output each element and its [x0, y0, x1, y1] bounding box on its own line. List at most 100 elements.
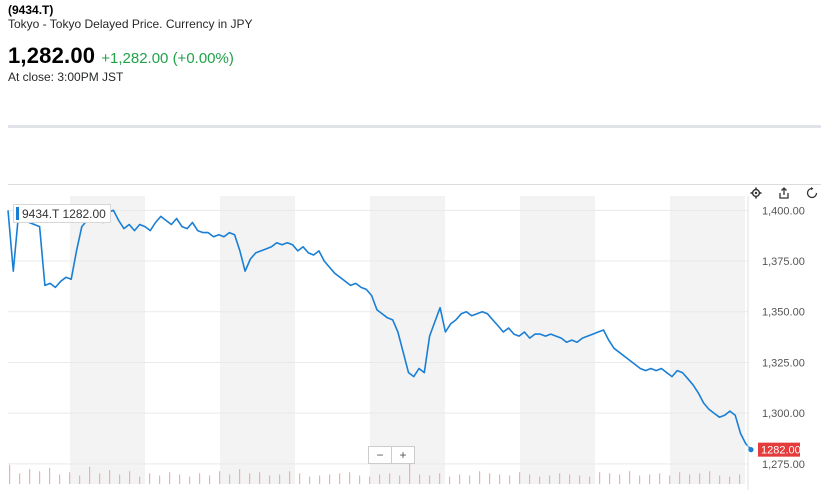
volume-bar: [319, 475, 321, 484]
volume-bar: [639, 475, 641, 484]
session-bands: [70, 196, 745, 484]
volume-bar: [299, 473, 301, 484]
zoom-in-button[interactable]: +: [391, 447, 414, 463]
share-icon[interactable]: [775, 184, 793, 202]
volume-bar: [419, 474, 421, 484]
volume-bar: [229, 474, 231, 484]
volume-bar: [479, 471, 481, 484]
current-price: 1,282.00: [8, 43, 96, 68]
volume-bar: [69, 472, 71, 484]
price-chart[interactable]: 1,400.00 1,375.00 1,350.00 1,325.00 1,300.00…: [0, 184, 827, 492]
volume-bar: [329, 474, 331, 484]
volume-bar: [369, 476, 371, 484]
volume-bar: [59, 474, 61, 484]
series-legend[interactable]: 9434.T 1282.00: [13, 204, 111, 223]
volume-bar: [159, 475, 161, 484]
volume-bar: [289, 471, 291, 484]
volume-bar: [9, 464, 11, 484]
session-band: [370, 196, 445, 484]
volume-bar: [89, 466, 91, 484]
volume-bar: [709, 471, 711, 484]
zoom-out-button[interactable]: −: [376, 448, 384, 462]
series-line-layer: [7, 209, 752, 451]
volume-bar: [549, 475, 551, 484]
volume-bar: [429, 475, 431, 484]
volume-bar: [449, 476, 451, 484]
volume-bar: [179, 474, 181, 484]
y-axis: 1,400.00 1,375.00 1,350.00 1,325.00 1,300.00…: [747, 196, 805, 490]
volume-bar: [19, 473, 21, 484]
volume-bar: [689, 474, 691, 484]
volume-bar: [729, 476, 731, 484]
y-tick-label: 1,375.00: [762, 256, 805, 268]
volume-bar: [29, 469, 31, 484]
volume-bar: [259, 472, 261, 484]
volume-bar: [309, 476, 311, 484]
volume-bar: [219, 471, 221, 484]
volume-bar: [169, 472, 171, 484]
volume-bar: [469, 475, 471, 484]
last-price-tag-bg: [758, 442, 800, 457]
volume-bar: [269, 475, 271, 484]
zoom-control: − +: [368, 446, 415, 464]
volume-bar: [589, 476, 591, 484]
volume-bar: [149, 473, 151, 484]
volume-bar: [599, 472, 601, 484]
chart-toolbar: [747, 184, 821, 202]
volume-bar: [39, 471, 41, 484]
volume-bar: [519, 472, 521, 484]
volume-bar: [559, 473, 561, 484]
last-point: [748, 447, 754, 453]
volume-bar: [119, 474, 121, 484]
volume-bar: [499, 474, 501, 484]
volume-bar: [249, 473, 251, 484]
volume-bar: [139, 476, 141, 484]
volume-bar: [579, 475, 581, 484]
series-line[interactable]: [7, 209, 752, 451]
volume-bar: [349, 472, 351, 484]
y-tick-label: 1,300.00: [762, 408, 805, 420]
y-tick-label: 1,325.00: [762, 357, 805, 369]
volume-bar: [509, 475, 511, 484]
volume-bar: [99, 473, 101, 484]
volume-bar: [739, 474, 741, 484]
volume-bar: [359, 475, 361, 484]
volume-bar: [609, 473, 611, 484]
last-price-tag: 1282.00: [748, 442, 801, 457]
close-time: At close: 3:00PM JST: [8, 70, 124, 84]
volume-bar: [629, 471, 631, 484]
volume-bar: [199, 473, 201, 484]
price-change: +1,282.00 (+0.00%): [101, 50, 234, 67]
volume-bar: [279, 474, 281, 484]
volume-bar: [209, 475, 211, 484]
volume-bar: [619, 474, 621, 484]
volume-bar: [719, 475, 721, 484]
volume-bar: [699, 473, 701, 484]
volume-bar: [529, 474, 531, 484]
last-price-label: 1282.00: [761, 445, 801, 457]
session-band: [220, 196, 295, 484]
ticker-symbol: (9434.T): [8, 3, 54, 17]
volume-bar: [49, 468, 51, 484]
reset-icon[interactable]: [803, 184, 821, 202]
volume-bar: [409, 452, 411, 484]
volume-bar: [389, 473, 391, 484]
volume-bar: [459, 474, 461, 484]
volume-bar: [129, 471, 131, 484]
section-divider: [8, 125, 821, 128]
volume-bar: [669, 475, 671, 484]
volume-bar: [679, 472, 681, 484]
volume-bar: [339, 473, 341, 484]
y-tick-label: 1,350.00: [762, 307, 805, 319]
y-tick-label: 1,400.00: [762, 205, 805, 217]
session-band: [520, 196, 595, 484]
volume-bar: [109, 470, 111, 484]
chart-area[interactable]: 1,400.00 1,375.00 1,350.00 1,325.00 1,300.00…: [0, 184, 827, 492]
volume-bar: [189, 476, 191, 484]
volume-bar: [439, 473, 441, 484]
gear-icon[interactable]: [747, 184, 765, 202]
exchange-info: Tokyo - Tokyo Delayed Price. Currency in…: [8, 17, 253, 31]
y-tick-label: 1,275.00: [762, 459, 805, 471]
price-row: 1,282.00 +1,282.00 (+0.00%): [8, 43, 234, 69]
session-band: [70, 196, 145, 484]
